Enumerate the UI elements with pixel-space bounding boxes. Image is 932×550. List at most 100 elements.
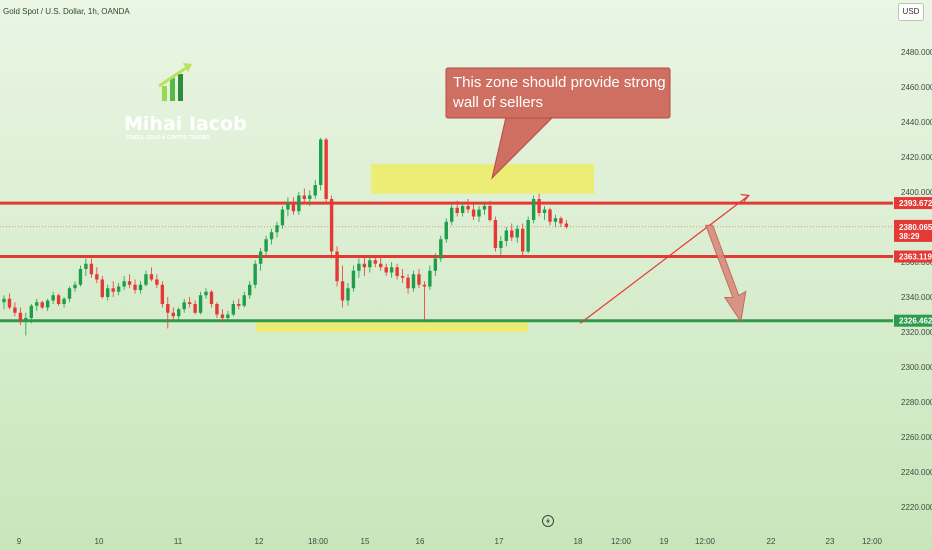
y-tick-label: 2280.000: [901, 398, 932, 407]
y-tick-label: 2220.000: [901, 503, 932, 512]
candles-layer: [2, 137, 569, 336]
candle: [182, 298, 186, 313]
candle: [73, 281, 77, 292]
candle: [395, 263, 399, 280]
candle: [269, 228, 274, 245]
candle: [231, 300, 236, 317]
candle: [515, 225, 519, 243]
candle: [302, 188, 306, 203]
zones-layer: [256, 164, 594, 332]
y-tick-label: 2400.000: [901, 188, 932, 197]
candle: [433, 253, 438, 276]
candle: [51, 291, 55, 304]
candle: [455, 200, 459, 217]
x-tick-label: 23: [826, 537, 835, 546]
candle: [275, 221, 279, 238]
y-tick-label: 2260.000: [901, 433, 932, 442]
callout-box: This zone should provide strong wall of …: [445, 67, 671, 180]
x-tick-label: 17: [495, 537, 504, 546]
candle: [368, 256, 372, 273]
drawings-layer: [580, 193, 750, 324]
candle: [324, 137, 328, 205]
sellers-zone: [371, 164, 594, 194]
x-tick-label: 9: [17, 537, 22, 546]
candle: [329, 195, 334, 259]
candle: [95, 267, 99, 283]
brand-logo: Mihai Iacob FOREX, GOLD & CRYPTO TRADER: [124, 63, 247, 141]
candle: [493, 216, 498, 252]
y-tick-label: 2240.000: [901, 468, 932, 477]
resistance-lower-badge: 2363.119: [894, 250, 932, 263]
candle: [422, 281, 427, 322]
candle: [2, 295, 6, 310]
candle: [122, 276, 126, 290]
levels-layer: [0, 201, 893, 323]
candle: [78, 265, 83, 287]
candle: [477, 206, 481, 222]
candle: [149, 267, 154, 282]
candle: [346, 283, 350, 306]
projection-arrow[interactable]: [704, 224, 747, 323]
candle: [248, 281, 252, 299]
candle: [488, 200, 492, 222]
candle: [373, 255, 377, 268]
candle: [553, 214, 558, 227]
candle: [106, 284, 110, 301]
candle: [187, 297, 192, 308]
candle: [166, 297, 170, 329]
candle: [204, 288, 208, 299]
candle: [100, 276, 104, 299]
candle: [564, 220, 569, 229]
y-tick-label: 2460.000: [901, 83, 932, 92]
candle: [521, 223, 525, 255]
candle: [40, 300, 44, 310]
candle: [84, 258, 88, 276]
candle: [499, 235, 503, 255]
x-tick-label: 11: [174, 537, 183, 546]
candle: [13, 302, 17, 317]
candle: [357, 258, 361, 278]
lightning-icon[interactable]: [542, 515, 554, 527]
callout-line-2: wall of sellers: [452, 94, 543, 111]
candle: [313, 179, 317, 199]
candle: [177, 307, 181, 320]
candle: [116, 283, 121, 296]
candle: [559, 216, 563, 227]
callout-line-1: This zone should provide strong: [453, 74, 666, 91]
candle: [548, 207, 552, 226]
x-tick-label: 16: [416, 537, 425, 546]
x-tick-label: 12:00: [862, 537, 883, 546]
candle: [504, 227, 509, 247]
candle: [62, 297, 66, 308]
candle: [406, 274, 410, 294]
candle: [400, 269, 405, 283]
candle: [171, 307, 175, 320]
brand-name: Mihai Iacob: [124, 113, 247, 135]
candle: [89, 258, 94, 278]
candle: [127, 274, 132, 289]
x-tick-label: 12:00: [695, 537, 716, 546]
candle: [45, 298, 50, 311]
y-tick-label: 2480.000: [901, 48, 932, 57]
candle: [144, 270, 148, 287]
candle: [226, 311, 230, 322]
candle: [160, 281, 165, 308]
candle: [411, 270, 416, 292]
candle: [291, 197, 296, 215]
candle: [258, 248, 263, 271]
candle: [428, 265, 432, 290]
x-tick-label: 18: [574, 537, 583, 546]
rising-bars-icon: [158, 63, 192, 101]
x-tick-label: 22: [767, 537, 776, 546]
price-axis: 2220.000 2240.000 2260.000 2280.000 2300.000…: [894, 48, 932, 512]
currency-button[interactable]: USD: [898, 3, 924, 21]
candle: [466, 199, 470, 213]
trendline[interactable]: [580, 195, 750, 324]
y-tick-label: 2320.000: [901, 328, 932, 337]
candle: [215, 302, 219, 318]
x-tick-label: 12:00: [611, 537, 632, 546]
candle: [439, 235, 443, 262]
svg-text:2363.119: 2363.119: [899, 253, 932, 262]
